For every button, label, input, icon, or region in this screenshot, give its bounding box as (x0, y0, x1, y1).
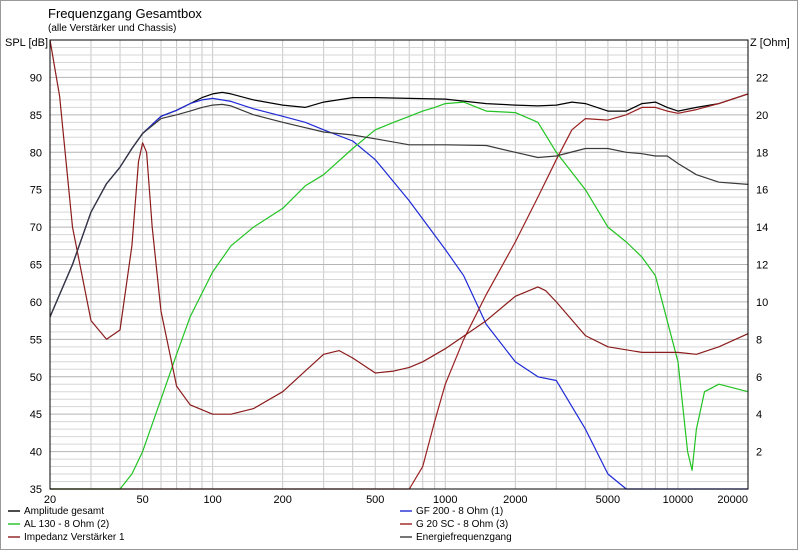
x-tick-label: 20 (44, 494, 56, 506)
y2-tick-label: 22 (756, 72, 768, 84)
x-tick-label: 50 (136, 494, 148, 506)
y-tick-label: 50 (30, 372, 42, 384)
y-tick-label: 35 (30, 484, 42, 496)
y2-tick-label: 2 (756, 447, 762, 459)
plot-border (49, 39, 749, 490)
y-tick-label: 75 (30, 185, 42, 197)
y2-tick-label: 4 (756, 409, 762, 421)
legend-entry: GF 200 - 8 Ohm (1) (416, 506, 503, 517)
y-tick-label: 70 (30, 222, 42, 234)
y-axis-label-right: Z [Ohm] (750, 37, 790, 49)
y-tick-label: 85 (30, 110, 42, 122)
y-axis-label-left: SPL [dB] (5, 37, 49, 49)
legend-entry: Amplitude gesamt (24, 506, 104, 517)
legend-entry: Impedanz Verstärker 1 (24, 532, 125, 543)
y2-tick-label: 16 (756, 185, 768, 197)
x-tick-label: 5000 (596, 494, 620, 506)
series-line (49, 39, 749, 415)
legend-entry: Energiefrequenzgang (416, 532, 512, 543)
y-tick-label: 40 (30, 447, 42, 459)
y-tick-label: 65 (30, 260, 42, 272)
y2-tick-label: 6 (756, 372, 762, 384)
y-tick-label: 80 (30, 147, 42, 159)
series-line (49, 103, 749, 318)
x-tick-label: 2000 (503, 494, 527, 506)
chart-title: Frequenzgang Gesamtbox (48, 6, 202, 21)
legend-entry: AL 130 - 8 Ohm (2) (24, 519, 109, 530)
x-tick-label: 200 (273, 494, 291, 506)
x-tick-label: 10000 (663, 494, 694, 506)
y2-tick-label: 20 (756, 110, 768, 122)
y-tick-label: 60 (30, 297, 42, 309)
y-tick-label: 90 (30, 72, 42, 84)
title-block: Frequenzgang Gesamtbox (alle Verstärker … (48, 6, 202, 35)
y2-tick-label: 12 (756, 260, 768, 272)
series-line (50, 101, 749, 490)
y2-tick-label: 8 (756, 334, 762, 346)
y2-tick-label: 18 (756, 147, 768, 159)
y-tick-label: 55 (30, 334, 42, 346)
y2-tick-label: 10 (756, 297, 768, 309)
x-tick-label: 1000 (433, 494, 457, 506)
x-tick-label: 100 (203, 494, 221, 506)
legend-entry: G 20 SC - 8 Ohm (3) (416, 519, 508, 530)
x-tick-label: 500 (366, 494, 384, 506)
y-tick-label: 45 (30, 409, 42, 421)
chart-subtitle: (alle Verstärker und Chassis) (48, 23, 177, 34)
x-tick-label: 20000 (717, 494, 748, 506)
y2-tick-label: 14 (756, 222, 768, 234)
series-line (50, 93, 749, 490)
